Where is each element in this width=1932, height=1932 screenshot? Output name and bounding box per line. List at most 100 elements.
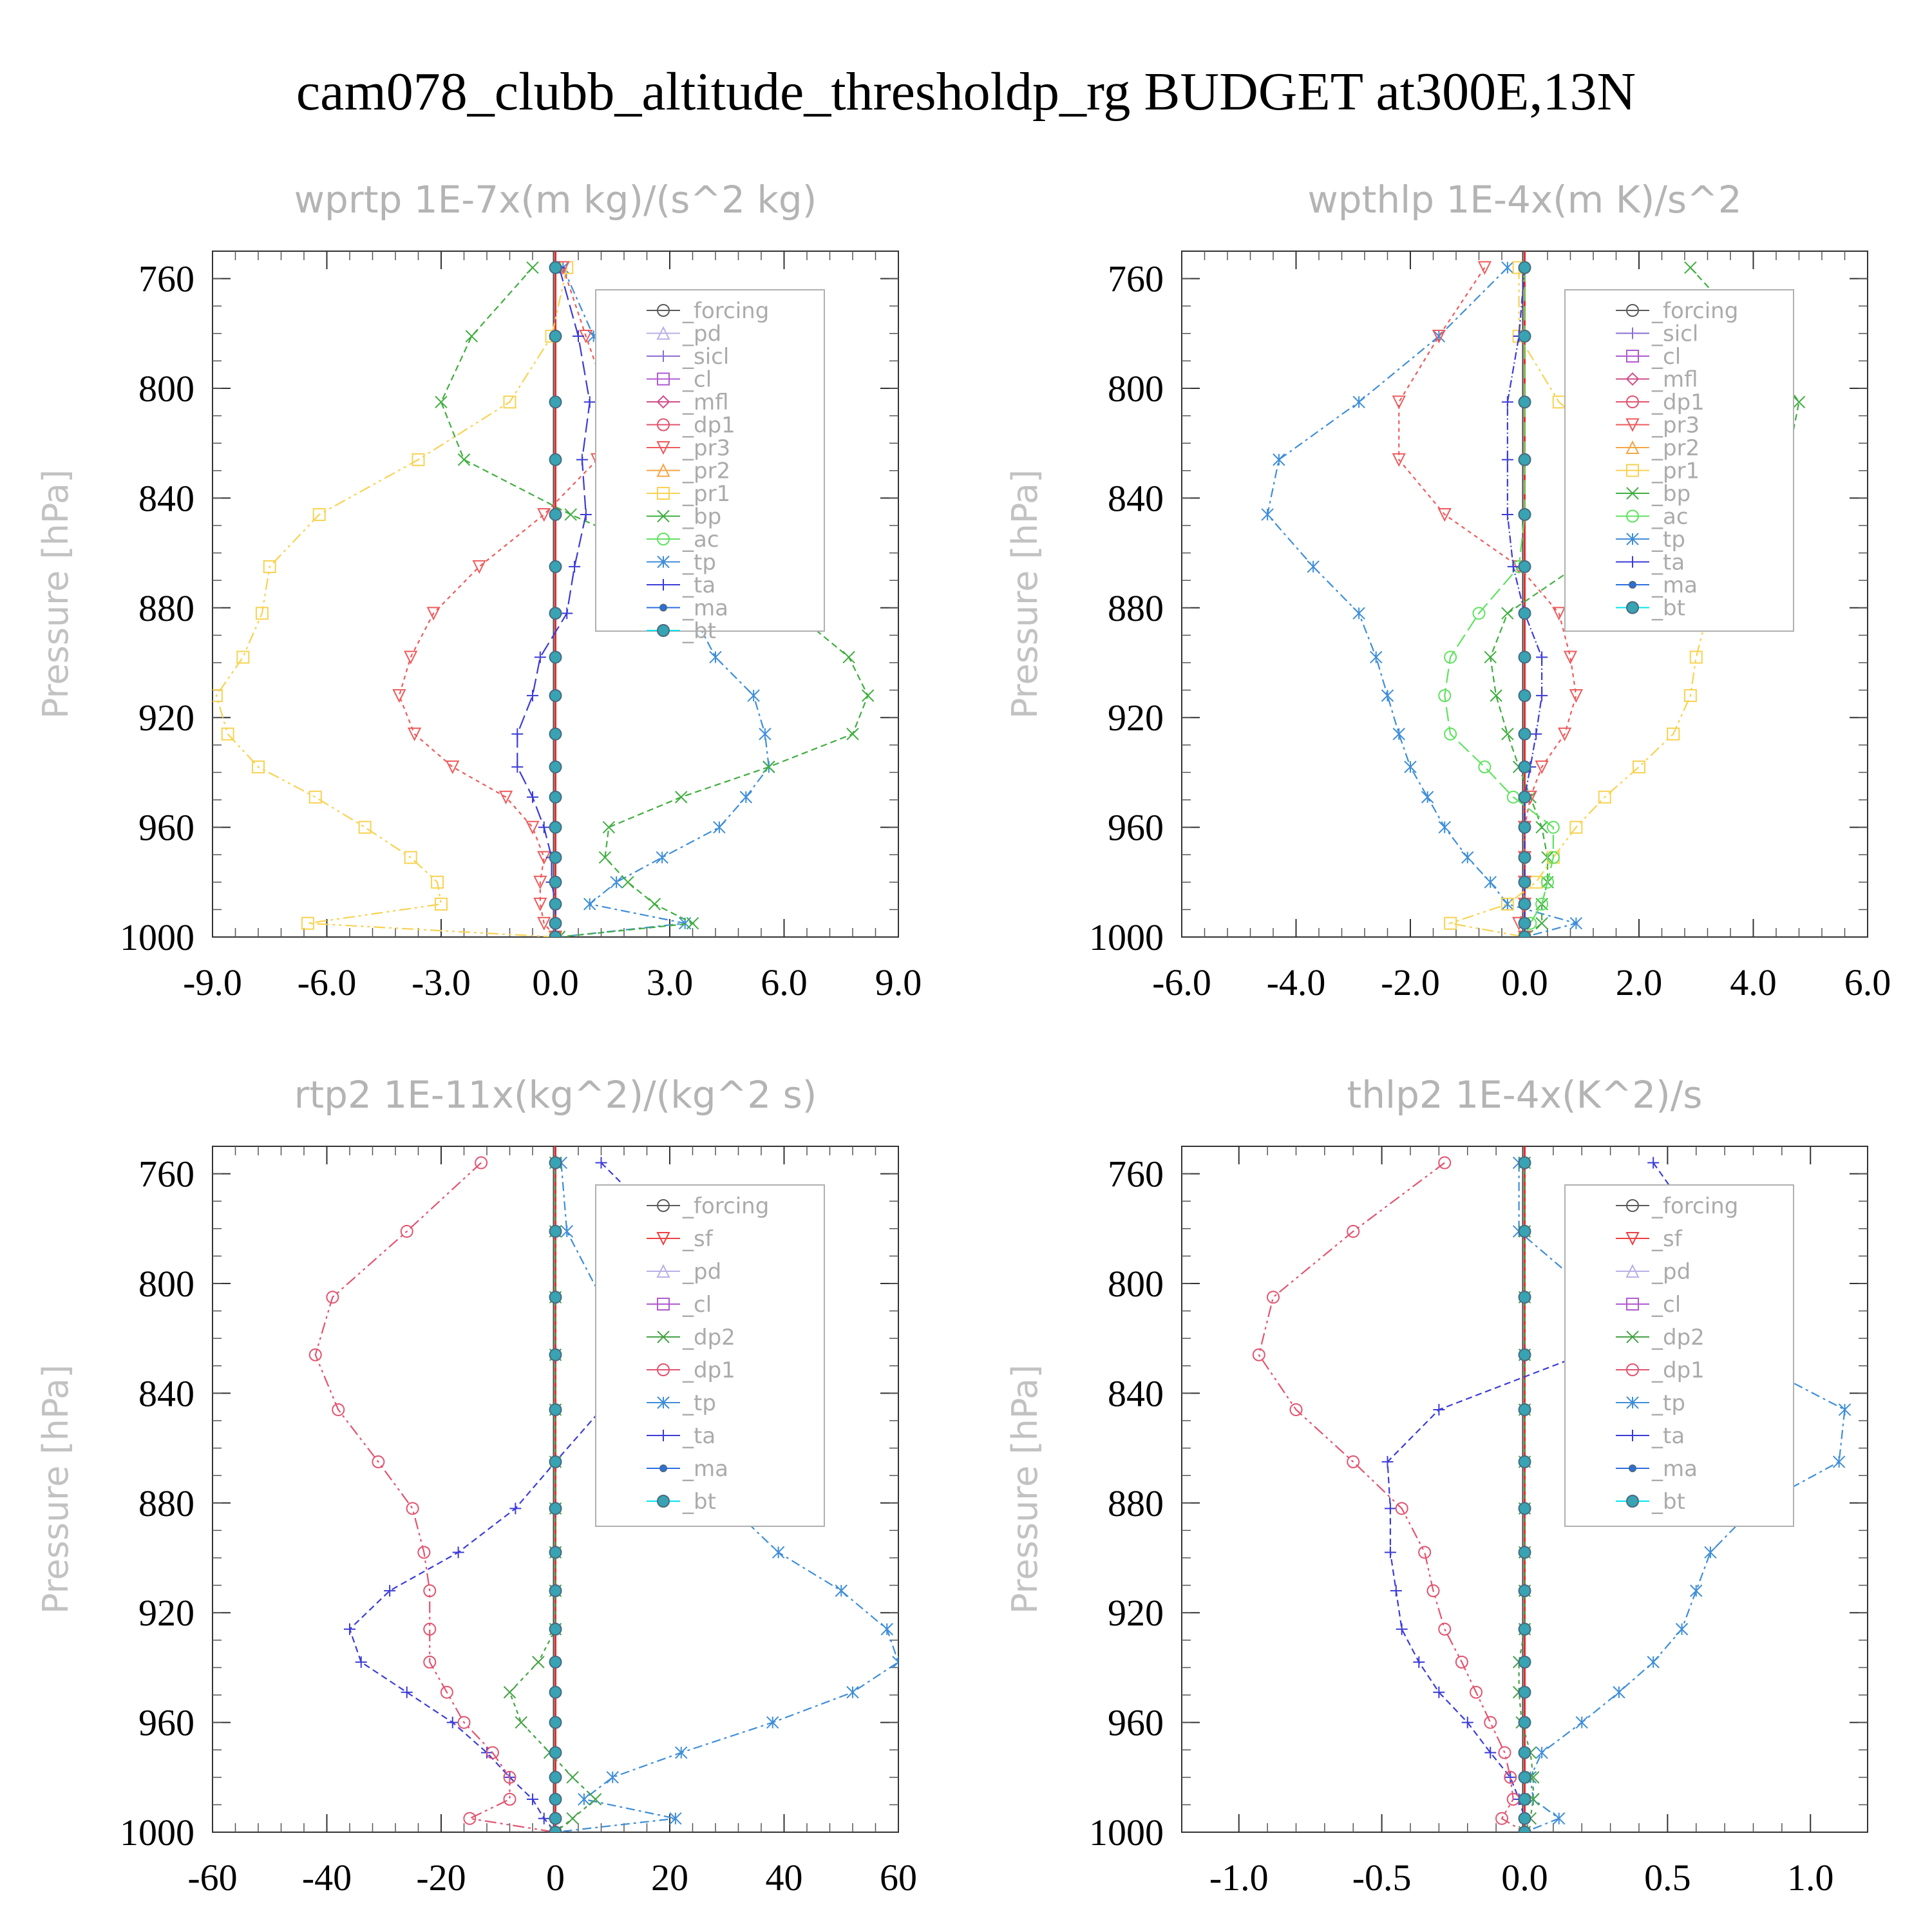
marker-dp1 [486, 1746, 499, 1759]
marker-ta [576, 453, 588, 466]
marker-bt [1518, 1156, 1531, 1170]
x-tick-label: 4.0 [1730, 961, 1777, 1003]
marker-sf [1625, 1232, 1640, 1246]
marker-tp [1261, 508, 1274, 521]
marker-pr3 [1552, 607, 1566, 621]
marker-ta [446, 1716, 459, 1728]
marker-bt [1518, 330, 1531, 343]
marker-bt [549, 727, 562, 741]
marker-pr3 [498, 790, 513, 804]
marker-tp [1432, 330, 1446, 343]
marker-pr3 [537, 916, 551, 931]
legend-box [1564, 289, 1794, 632]
marker-dp1 [1470, 1685, 1483, 1699]
marker-dp1 [1426, 1584, 1440, 1598]
marker-bt [1518, 1546, 1531, 1559]
marker-bt [549, 330, 562, 343]
marker-ta [1536, 651, 1548, 663]
marker-ta [1501, 453, 1513, 466]
marker-bt [549, 1826, 562, 1832]
series-line-dp1 [314, 1162, 556, 1832]
marker-bt [1518, 1348, 1531, 1361]
marker-pr1 [263, 560, 276, 573]
marker-pr1 [1598, 790, 1611, 804]
y-axis-label: Pressure [hPa] [1005, 1365, 1045, 1614]
marker-tp [578, 1793, 591, 1806]
marker-bt [549, 1655, 562, 1669]
legend-entry: _ta [1651, 550, 1685, 576]
legend-entry: _pd [682, 1259, 721, 1285]
marker-pr1 [308, 790, 322, 804]
marker-tp [1501, 261, 1514, 274]
legend-box [595, 289, 825, 632]
marker-pr3 [1392, 395, 1406, 410]
marker-tp [675, 1746, 688, 1759]
marker-pr1 [1569, 820, 1583, 834]
marker-bt [549, 1584, 562, 1598]
legend-entry: _dp1 [682, 413, 735, 439]
marker-forcing [1626, 1199, 1639, 1212]
marker-mfl [1625, 372, 1640, 386]
x-tick-label: 1.0 [1787, 1857, 1834, 1899]
y-tick-label: 960 [1108, 807, 1164, 849]
legend-entry: _ac [1651, 504, 1689, 530]
marker-ta [658, 579, 669, 591]
marker-sf [656, 1232, 670, 1246]
marker-bt [549, 931, 562, 937]
y-axis-label: Pressure [hPa] [35, 469, 76, 719]
y-tick-label: 840 [138, 1372, 194, 1414]
y-tick-label: 920 [1108, 697, 1164, 739]
marker-bt [549, 1546, 562, 1559]
marker-pr1 [236, 650, 250, 664]
marker-sicl [658, 350, 669, 362]
marker-bt [1518, 1792, 1531, 1806]
marker-dp1 [423, 1622, 437, 1636]
marker-dp1 [372, 1455, 385, 1468]
marker-bt [1518, 1812, 1531, 1825]
y-tick-label: 800 [138, 368, 194, 410]
legend-entry: _bt [1651, 596, 1685, 621]
marker-pr3 [446, 760, 460, 775]
marker-tp [610, 876, 623, 889]
marker-tp [657, 555, 670, 569]
marker-bt [549, 820, 562, 834]
legend-entry: _pr3 [1651, 413, 1700, 439]
marker-tp [1370, 650, 1383, 664]
marker-dp1 [503, 1792, 516, 1806]
marker-ac [1444, 727, 1457, 741]
marker-pr3 [1392, 453, 1406, 467]
marker-bp [1501, 607, 1514, 620]
y-tick-label: 840 [1108, 1372, 1164, 1414]
marker-bt [1518, 1403, 1531, 1416]
marker-tp [606, 1771, 619, 1784]
y-tick-label: 840 [1108, 477, 1164, 519]
x-tick-label: -20 [416, 1857, 466, 1899]
marker-ta [1384, 1546, 1396, 1558]
marker-tp [1626, 1396, 1639, 1409]
marker-pr1 [435, 897, 448, 911]
marker-ma [1629, 581, 1636, 589]
marker-bt [549, 1455, 562, 1468]
marker-bp [621, 876, 634, 889]
marker-ta [1396, 1623, 1408, 1635]
x-tick-label: 20 [651, 1857, 688, 1899]
y-tick-label: 920 [138, 1592, 194, 1634]
marker-tp [656, 851, 668, 864]
marker-bt [1518, 790, 1531, 804]
legend-entry: _bt [1651, 1489, 1685, 1515]
marker-tp [1613, 1686, 1625, 1699]
marker-tp [1647, 1656, 1660, 1669]
marker-bt [549, 1685, 562, 1699]
marker-bt [549, 1348, 562, 1361]
marker-dp2 [589, 1793, 602, 1806]
marker-pr1 [213, 689, 223, 703]
marker-pd [1625, 1264, 1640, 1278]
legend-entry: _ta [682, 573, 715, 598]
marker-tp [583, 898, 596, 911]
marker-sicl [1627, 327, 1638, 339]
marker-ta [1433, 1403, 1445, 1416]
marker-tp [1690, 1584, 1703, 1597]
marker-dp1 [457, 1716, 471, 1729]
marker-dp2 [532, 1656, 545, 1669]
marker-tp [1438, 820, 1451, 834]
